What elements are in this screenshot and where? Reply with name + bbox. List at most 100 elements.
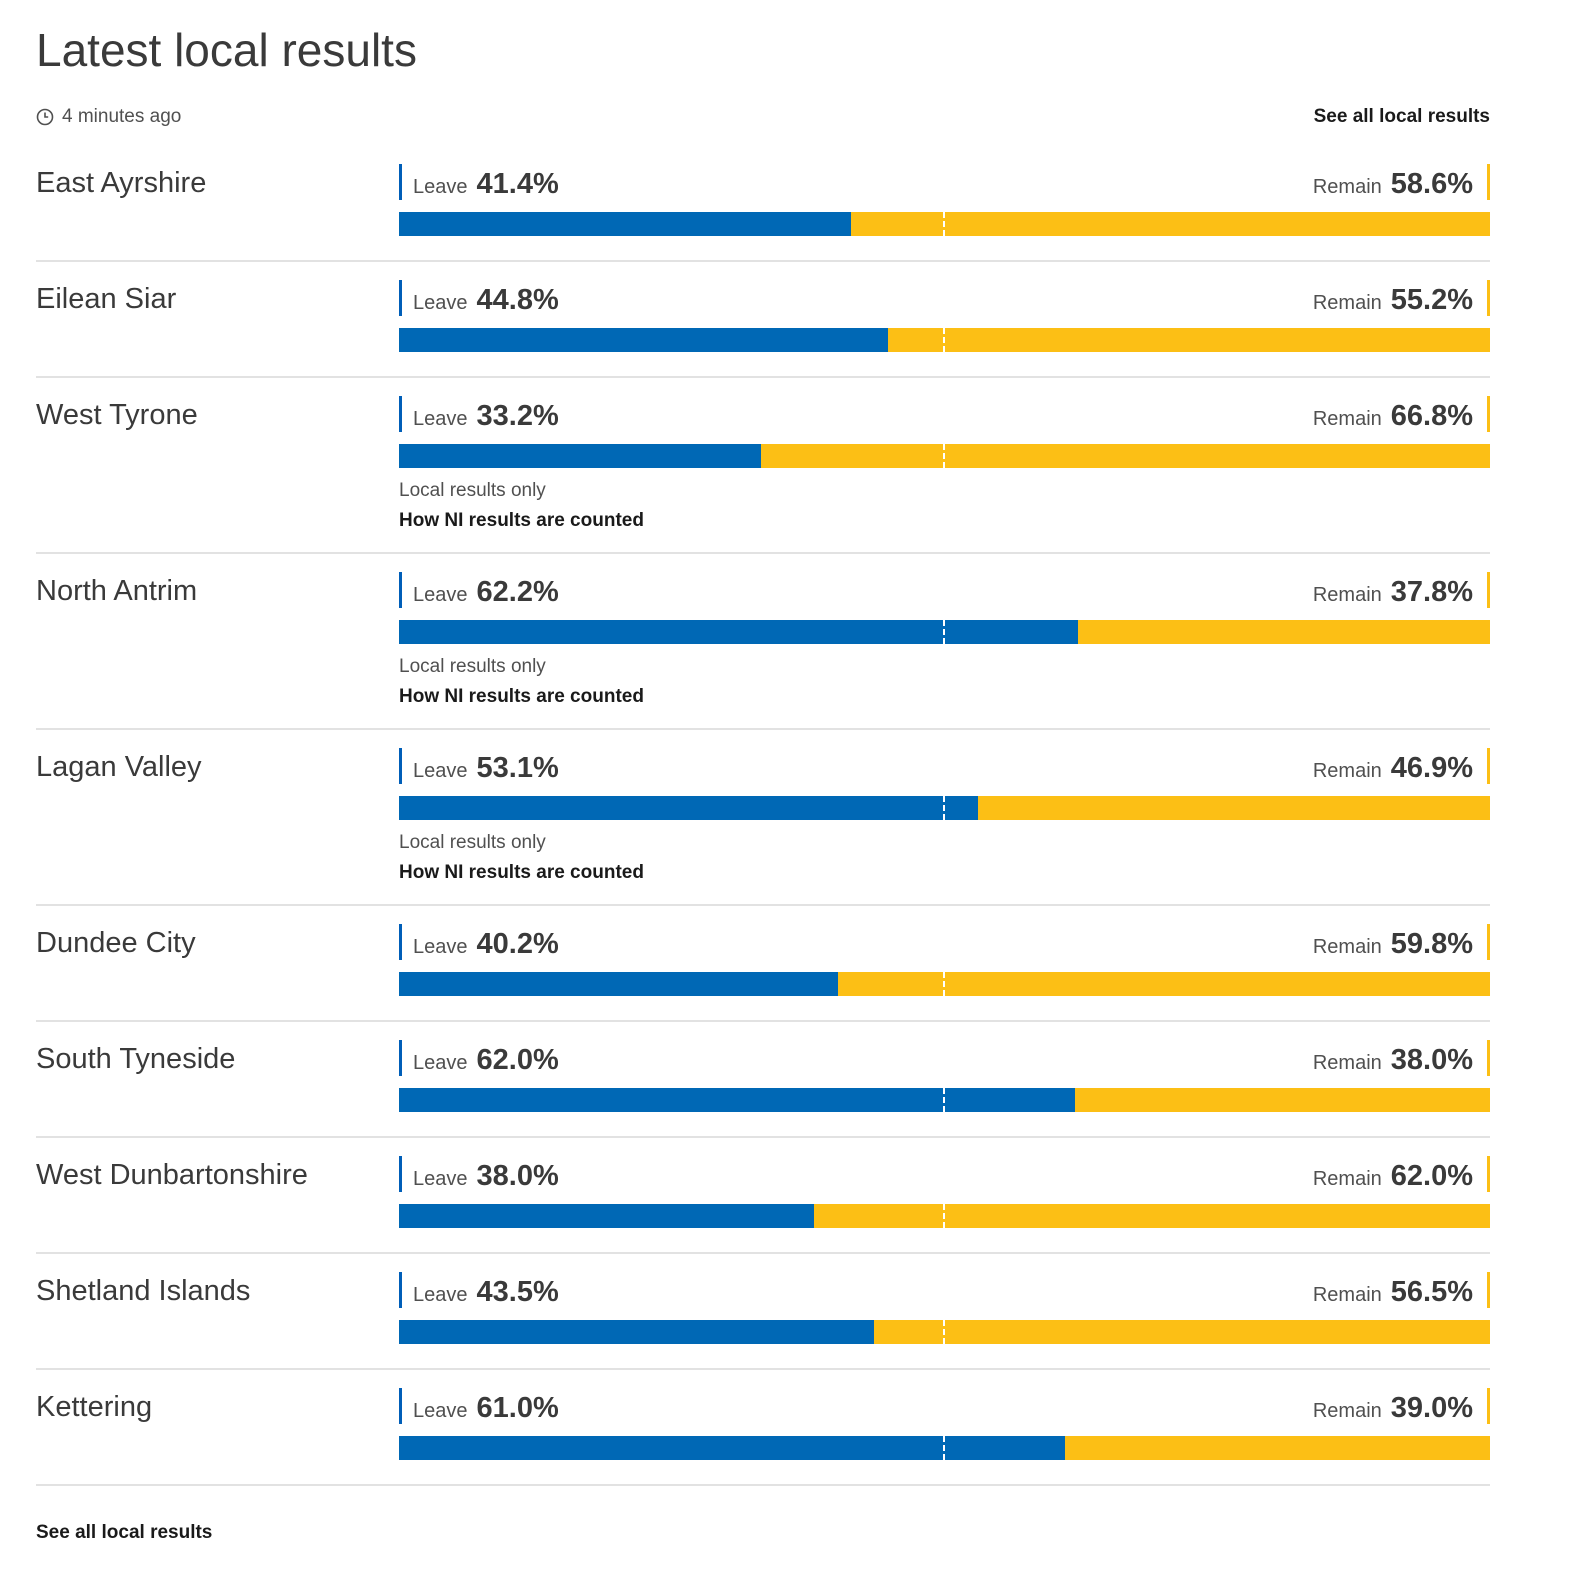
remain-side-name: Remain — [1312, 760, 1382, 782]
result-bar — [399, 212, 1490, 236]
area-name: East Ayrshire — [36, 167, 207, 199]
result-bar — [399, 1088, 1490, 1112]
result-bar-block: Leave 62.0% Remain 38.0% — [399, 1040, 1490, 1112]
leave-percentage: 33.2% — [476, 400, 559, 432]
leave-side-name: Leave — [413, 760, 468, 782]
fifty-percent-marker — [943, 796, 945, 820]
fifty-percent-marker — [943, 972, 945, 996]
leave-bar-fill — [399, 620, 1078, 644]
remain-percentage: 56.5% — [1390, 1276, 1473, 1308]
area-name: Lagan Valley — [36, 751, 202, 783]
result-row: North Antrim Leave 62.2% Remain 37.8% Lo… — [36, 554, 1490, 730]
result-bar — [399, 972, 1490, 996]
result-bar — [399, 1320, 1490, 1344]
leave-label: Leave 40.2% — [399, 924, 559, 960]
result-bar-block: Leave 40.2% Remain 59.8% — [399, 924, 1490, 996]
result-bar — [399, 1204, 1490, 1228]
remain-label: Remain 66.8% — [1313, 396, 1490, 432]
leave-label: Leave 53.1% — [399, 748, 559, 784]
how-ni-results-counted-link[interactable]: How NI results are counted — [399, 862, 644, 883]
leave-percentage: 62.0% — [476, 1044, 559, 1076]
leave-percentage: 44.8% — [476, 284, 559, 316]
remain-label: Remain 37.8% — [1313, 572, 1490, 608]
result-row: West Dunbartonshire Leave 38.0% Remain 6… — [36, 1138, 1490, 1254]
result-row: Lagan Valley Leave 53.1% Remain 46.9% Lo… — [36, 730, 1490, 906]
remain-label: Remain 46.9% — [1313, 748, 1490, 784]
fifty-percent-marker — [943, 1320, 945, 1344]
result-bar — [399, 1436, 1490, 1460]
fifty-percent-marker — [943, 1436, 945, 1460]
leave-percentage: 61.0% — [476, 1392, 559, 1424]
leave-label: Leave 41.4% — [399, 164, 559, 200]
remain-percentage: 38.0% — [1390, 1044, 1473, 1076]
leave-label: Leave 33.2% — [399, 396, 559, 432]
result-bar-block: Leave 33.2% Remain 66.8% Local results o… — [399, 396, 1490, 532]
result-bar — [399, 796, 1490, 820]
area-name: Shetland Islands — [36, 1275, 251, 1307]
result-bar — [399, 620, 1490, 644]
remain-side-name: Remain — [1312, 1052, 1382, 1074]
result-bar-block: Leave 43.5% Remain 56.5% — [399, 1272, 1490, 1344]
leave-side-name: Leave — [413, 176, 468, 198]
remain-label: Remain 38.0% — [1313, 1040, 1490, 1076]
remain-percentage: 39.0% — [1390, 1392, 1473, 1424]
see-all-local-results-link[interactable]: See all local results — [1313, 106, 1490, 127]
leave-side-name: Leave — [413, 1400, 468, 1422]
remain-percentage: 62.0% — [1390, 1160, 1473, 1192]
result-labels: Leave 40.2% Remain 59.8% — [399, 924, 1490, 960]
result-row: South Tyneside Leave 62.0% Remain 38.0% — [36, 1022, 1490, 1138]
leave-label: Leave 62.0% — [399, 1040, 559, 1076]
remain-label: Remain 55.2% — [1313, 280, 1490, 316]
remain-label: Remain 59.8% — [1313, 924, 1490, 960]
fifty-percent-marker — [943, 1088, 945, 1112]
clock-icon — [36, 108, 54, 126]
result-labels: Leave 53.1% Remain 46.9% — [399, 748, 1490, 784]
result-bar — [399, 328, 1490, 352]
result-labels: Leave 61.0% Remain 39.0% — [399, 1388, 1490, 1424]
result-labels: Leave 62.0% Remain 38.0% — [399, 1040, 1490, 1076]
how-ni-results-counted-link[interactable]: How NI results are counted — [399, 510, 644, 531]
area-name: Dundee City — [36, 927, 196, 959]
results-list: East Ayrshire Leave 41.4% Remain 58.6% E… — [36, 146, 1490, 1486]
leave-percentage: 62.2% — [476, 576, 559, 608]
remain-side-name: Remain — [1312, 1400, 1382, 1422]
remain-percentage: 55.2% — [1390, 284, 1473, 316]
local-results-note: Local results only — [399, 480, 546, 501]
result-labels: Leave 43.5% Remain 56.5% — [399, 1272, 1490, 1308]
result-bar-block: Leave 38.0% Remain 62.0% — [399, 1156, 1490, 1228]
last-updated: 4 minutes ago — [36, 104, 181, 130]
leave-percentage: 41.4% — [476, 168, 559, 200]
result-labels: Leave 38.0% Remain 62.0% — [399, 1156, 1490, 1192]
fifty-percent-marker — [943, 444, 945, 468]
leave-bar-fill — [399, 444, 762, 468]
timestamp-text: 4 minutes ago — [62, 106, 182, 127]
leave-percentage: 43.5% — [476, 1276, 559, 1308]
fifty-percent-marker — [943, 212, 945, 236]
leave-label: Leave 62.2% — [399, 572, 559, 608]
result-bar-block: Leave 41.4% Remain 58.6% — [399, 164, 1490, 236]
result-row: Dundee City Leave 40.2% Remain 59.8% — [36, 906, 1490, 1022]
leave-bar-fill — [399, 212, 851, 236]
remain-percentage: 46.9% — [1390, 752, 1473, 784]
area-name: North Antrim — [36, 575, 198, 607]
leave-side-name: Leave — [413, 1052, 468, 1074]
how-ni-results-counted-link[interactable]: How NI results are counted — [399, 686, 644, 707]
leave-bar-fill — [399, 972, 838, 996]
remain-side-name: Remain — [1312, 936, 1382, 958]
leave-bar-fill — [399, 796, 979, 820]
result-bar-block: Leave 61.0% Remain 39.0% — [399, 1388, 1490, 1460]
result-labels: Leave 33.2% Remain 66.8% — [399, 396, 1490, 432]
result-row: Shetland Islands Leave 43.5% Remain 56.5… — [36, 1254, 1490, 1370]
leave-side-name: Leave — [413, 292, 468, 314]
remain-percentage: 66.8% — [1390, 400, 1473, 432]
remain-label: Remain 39.0% — [1313, 1388, 1490, 1424]
area-name: West Tyrone — [36, 399, 198, 431]
remain-percentage: 58.6% — [1390, 168, 1473, 200]
see-all-local-results-footer-link[interactable]: See all local results — [36, 1522, 213, 1543]
result-row: Kettering Leave 61.0% Remain 39.0% — [36, 1370, 1490, 1486]
area-name: South Tyneside — [36, 1043, 236, 1075]
leave-label: Leave 61.0% — [399, 1388, 559, 1424]
remain-percentage: 59.8% — [1390, 928, 1473, 960]
result-row: West Tyrone Leave 33.2% Remain 66.8% Loc… — [36, 378, 1490, 554]
fifty-percent-marker — [943, 328, 945, 352]
